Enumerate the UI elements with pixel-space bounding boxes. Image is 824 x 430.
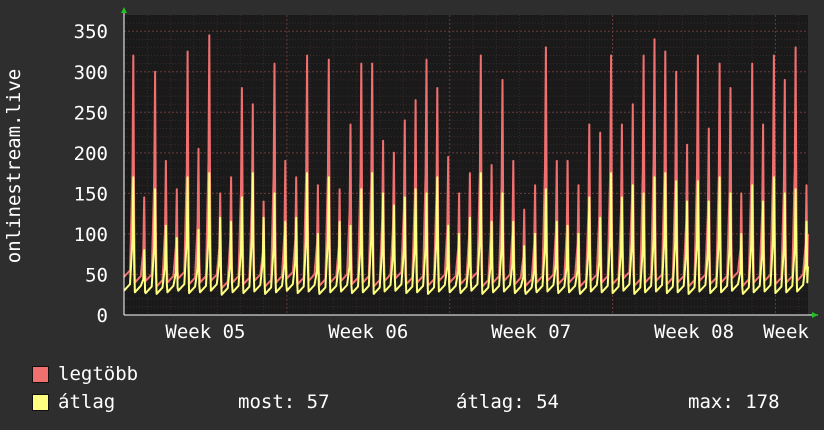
y-tick-label: 350 [74, 21, 108, 43]
stat-current: most: 57 [238, 391, 330, 413]
chart-svg: onlinestream.live 0 50 100 150 200 250 300 350 W… [3, 7, 818, 343]
legend-swatch-legtobb [32, 366, 49, 383]
y-axis-arrow [121, 7, 127, 13]
legend-swatch-atlag [32, 394, 49, 411]
y-tick-label: 150 [74, 183, 108, 205]
x-tick-label: Week 08 [654, 321, 734, 343]
y-tick-label: 50 [85, 264, 108, 286]
x-axis-arrow [812, 312, 818, 318]
legend-label-atlag: átlag [58, 391, 116, 413]
legend-label-legtobb: legtöbb [58, 363, 139, 385]
legend-row-max: legtöbb [32, 362, 812, 386]
y-tick-label: 250 [74, 102, 108, 124]
x-tick-label: Week [763, 321, 809, 343]
y-tick-label: 200 [74, 143, 108, 165]
y-axis-label: onlinestream.live [3, 69, 25, 263]
x-tick-label: Week 06 [328, 321, 408, 343]
y-tick-label: 0 [97, 305, 108, 327]
stat-max: max: 178 [688, 391, 780, 413]
stat-average: átlag: 54 [456, 391, 559, 413]
legend-row-avg: átlag most: 57 átlag: 54 max: 178 [32, 390, 812, 414]
y-tick-label: 300 [74, 62, 108, 84]
y-tick-label: 100 [74, 224, 108, 246]
series-line-legtobb [123, 34, 809, 290]
x-tick-label: Week 07 [491, 321, 571, 343]
series-line-atlag [123, 172, 809, 296]
x-tick-label: Week 05 [165, 321, 245, 343]
